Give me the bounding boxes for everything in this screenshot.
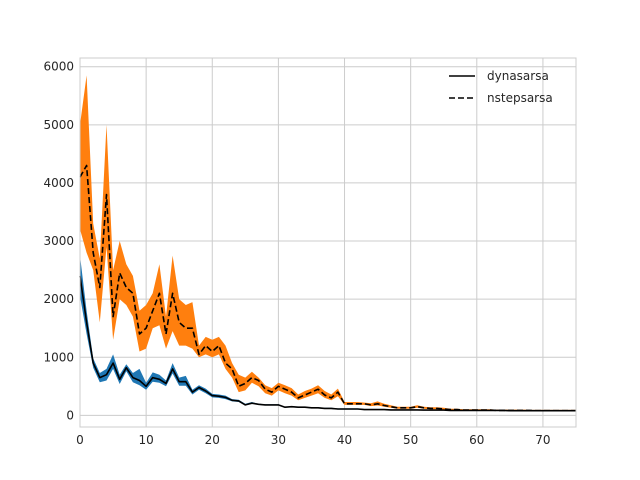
legend: dynasarsa nstepsarsa (449, 69, 553, 105)
x-tick-label: 40 (337, 433, 352, 447)
nstepsarsa-line (79, 164, 576, 412)
x-tick-label: 60 (469, 433, 484, 447)
plot-frame (79, 57, 577, 428)
x-tick-label: 50 (403, 433, 418, 447)
nstepsarsa-legend-label: nstepsarsa (487, 91, 553, 105)
y-tick-label: 0 (66, 408, 74, 422)
y-tick-label: 3000 (43, 234, 74, 248)
y-tick-label: 1000 (43, 350, 74, 364)
dynasarsa-legend-label: dynasarsa (487, 69, 549, 83)
plot-area (80, 58, 576, 427)
x-tick-label: 30 (271, 433, 286, 447)
x-tick-label: 10 (138, 433, 153, 447)
grid (79, 58, 576, 427)
x-axis-ticks: 0 10 20 30 40 50 60 70 (76, 433, 550, 447)
y-tick-label: 6000 (43, 60, 74, 74)
series-lines (79, 164, 576, 412)
x-tick-label: 70 (535, 433, 550, 447)
y-tick-label: 4000 (43, 176, 74, 190)
x-tick-label: 0 (76, 433, 84, 447)
y-axis-ticks: 0 1000 2000 3000 4000 5000 6000 (43, 60, 74, 423)
x-tick-label: 20 (205, 433, 220, 447)
y-tick-label: 2000 (43, 292, 74, 306)
y-tick-label: 5000 (43, 118, 74, 132)
